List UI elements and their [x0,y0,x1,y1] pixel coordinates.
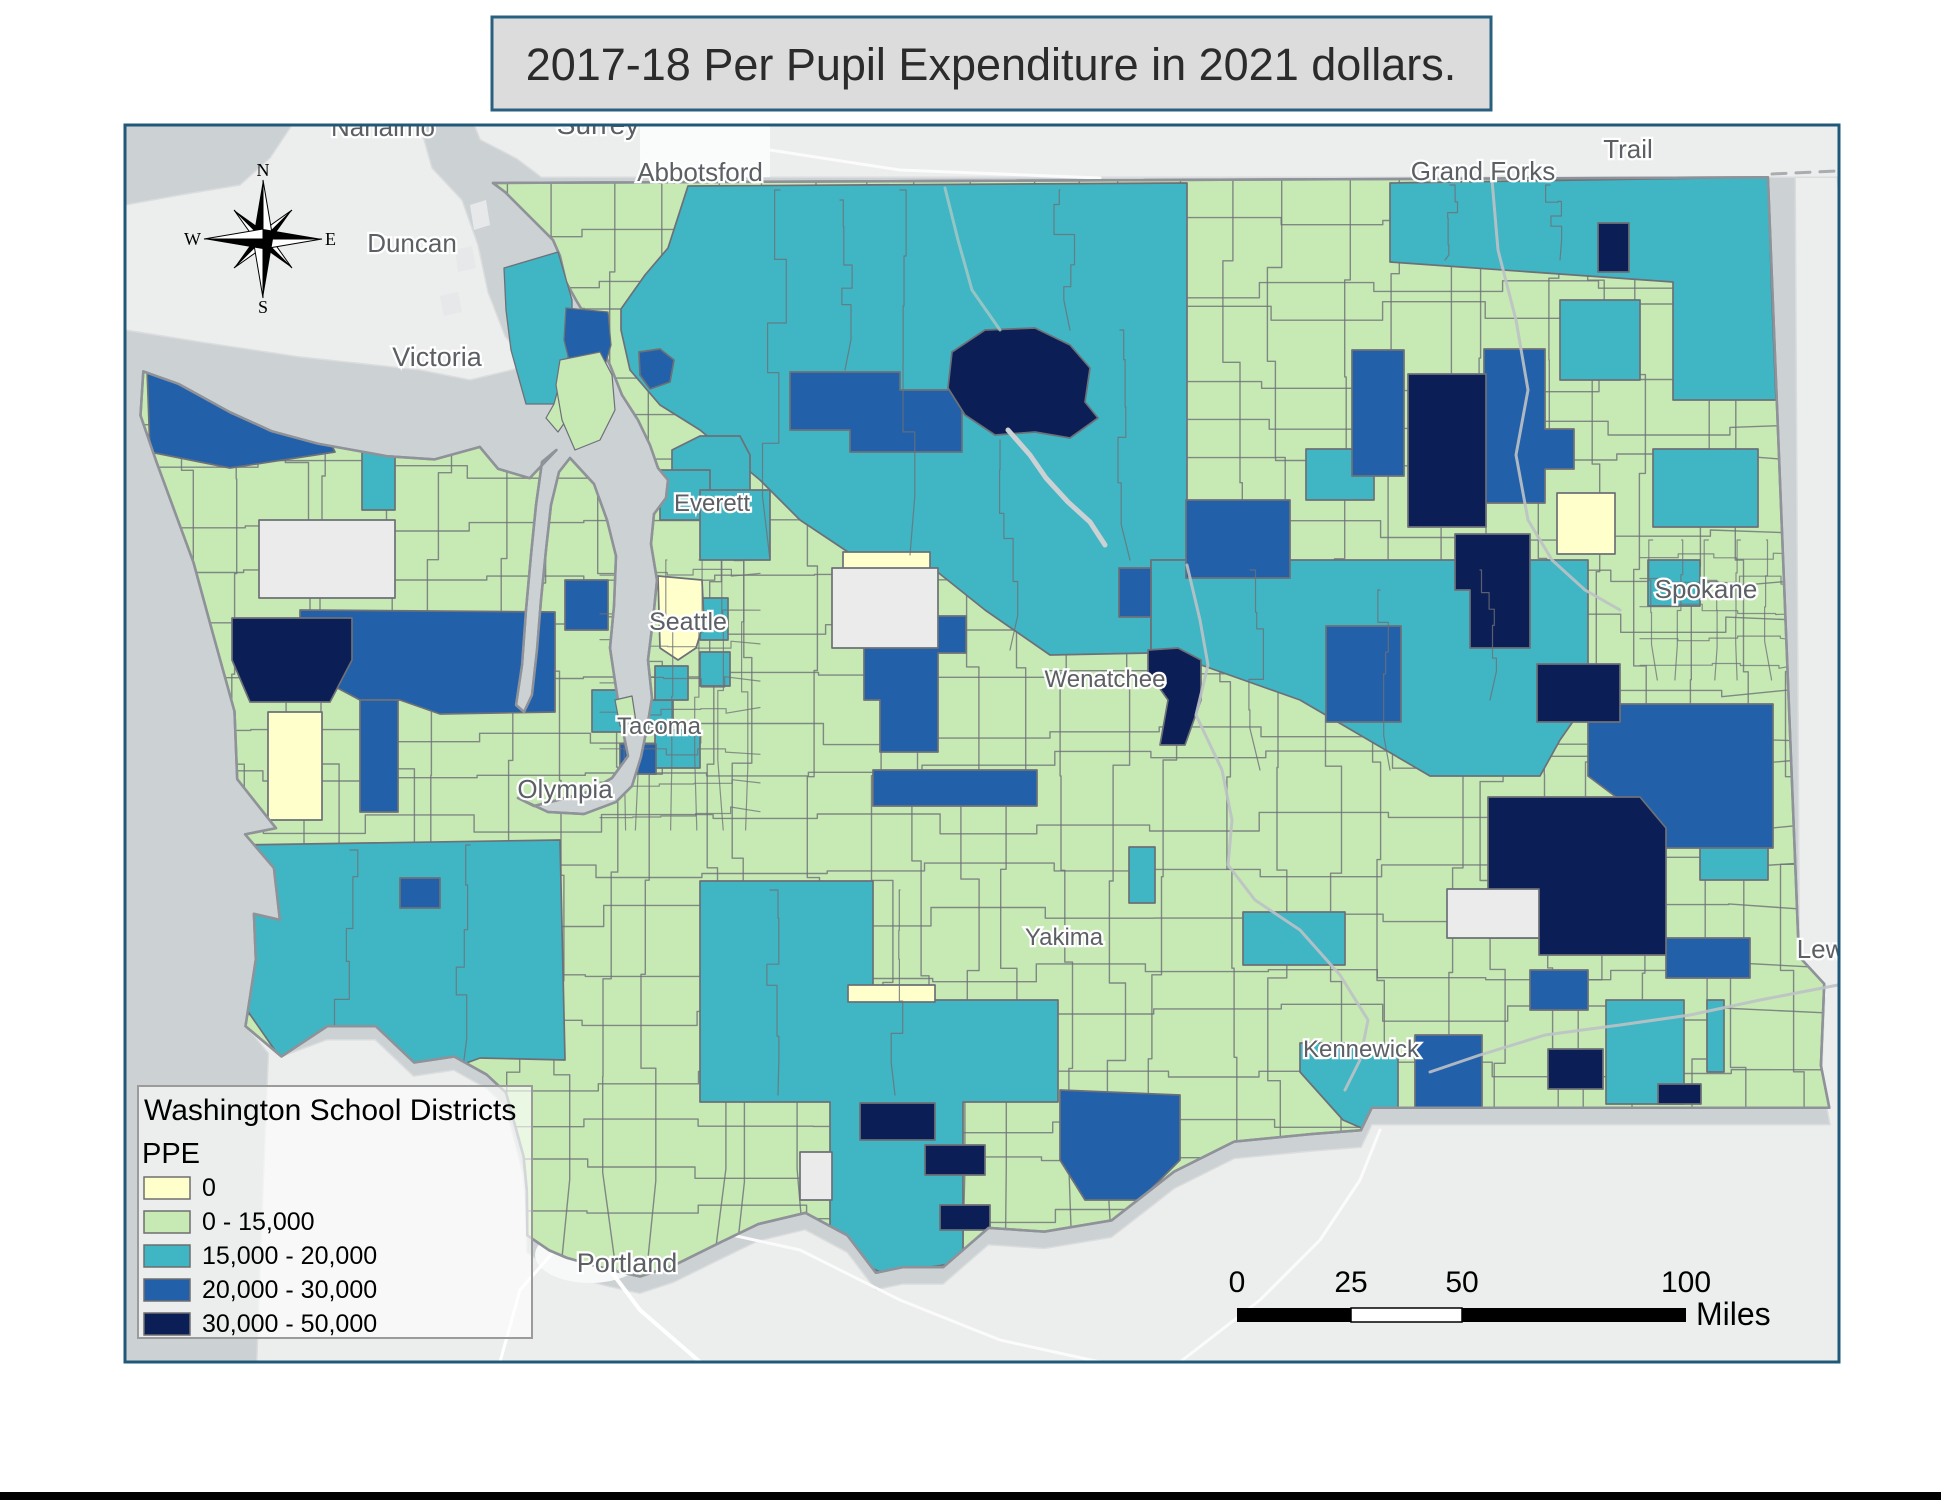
svg-text:Olympia: Olympia [517,774,613,804]
svg-text:20,000 - 30,000: 20,000 - 30,000 [202,1276,377,1304]
svg-text:E: E [325,229,336,249]
svg-text:Kennewick: Kennewick [1303,1036,1420,1063]
svg-text:W: W [184,229,201,249]
svg-text:Tacoma: Tacoma [617,713,702,740]
svg-text:Surrey: Surrey [557,109,639,140]
svg-text:Spokane: Spokane [1655,574,1758,604]
svg-text:25: 25 [1334,1266,1367,1299]
svg-text:100: 100 [1661,1266,1711,1299]
svg-text:Miles: Miles [1696,1296,1771,1332]
svg-text:15,000 - 20,000: 15,000 - 20,000 [202,1242,377,1270]
svg-text:N: N [257,160,270,180]
svg-text:0: 0 [1229,1266,1246,1299]
svg-text:Nanaimo: Nanaimo [331,112,435,142]
svg-text:Portland: Portland [577,1248,678,1278]
svg-text:30,000 - 50,000: 30,000 - 50,000 [202,1310,377,1338]
svg-text:Grand Forks: Grand Forks [1411,156,1556,186]
svg-text:Trail: Trail [1603,134,1653,164]
svg-text:Yakima: Yakima [1025,924,1104,951]
svg-text:Duncan: Duncan [367,228,457,258]
svg-text:Lewiston: Lewiston [1797,934,1900,964]
svg-text:0: 0 [202,1174,216,1202]
svg-text:Wenatchee: Wenatchee [1045,666,1166,693]
svg-text:Seattle: Seattle [649,608,727,636]
svg-text:2017-18 Per Pupil Expenditure: 2017-18 Per Pupil Expenditure in 2021 do… [526,39,1457,90]
svg-text:Washington School Districts: Washington School Districts [144,1094,516,1127]
svg-text:S: S [258,297,268,317]
svg-text:Abbotsford: Abbotsford [637,157,763,187]
svg-text:Everett: Everett [674,490,750,517]
svg-text:Victoria: Victoria [392,342,483,372]
svg-text:PPE: PPE [142,1138,200,1170]
svg-text:0 - 15,000: 0 - 15,000 [202,1208,315,1236]
svg-text:50: 50 [1445,1266,1478,1299]
